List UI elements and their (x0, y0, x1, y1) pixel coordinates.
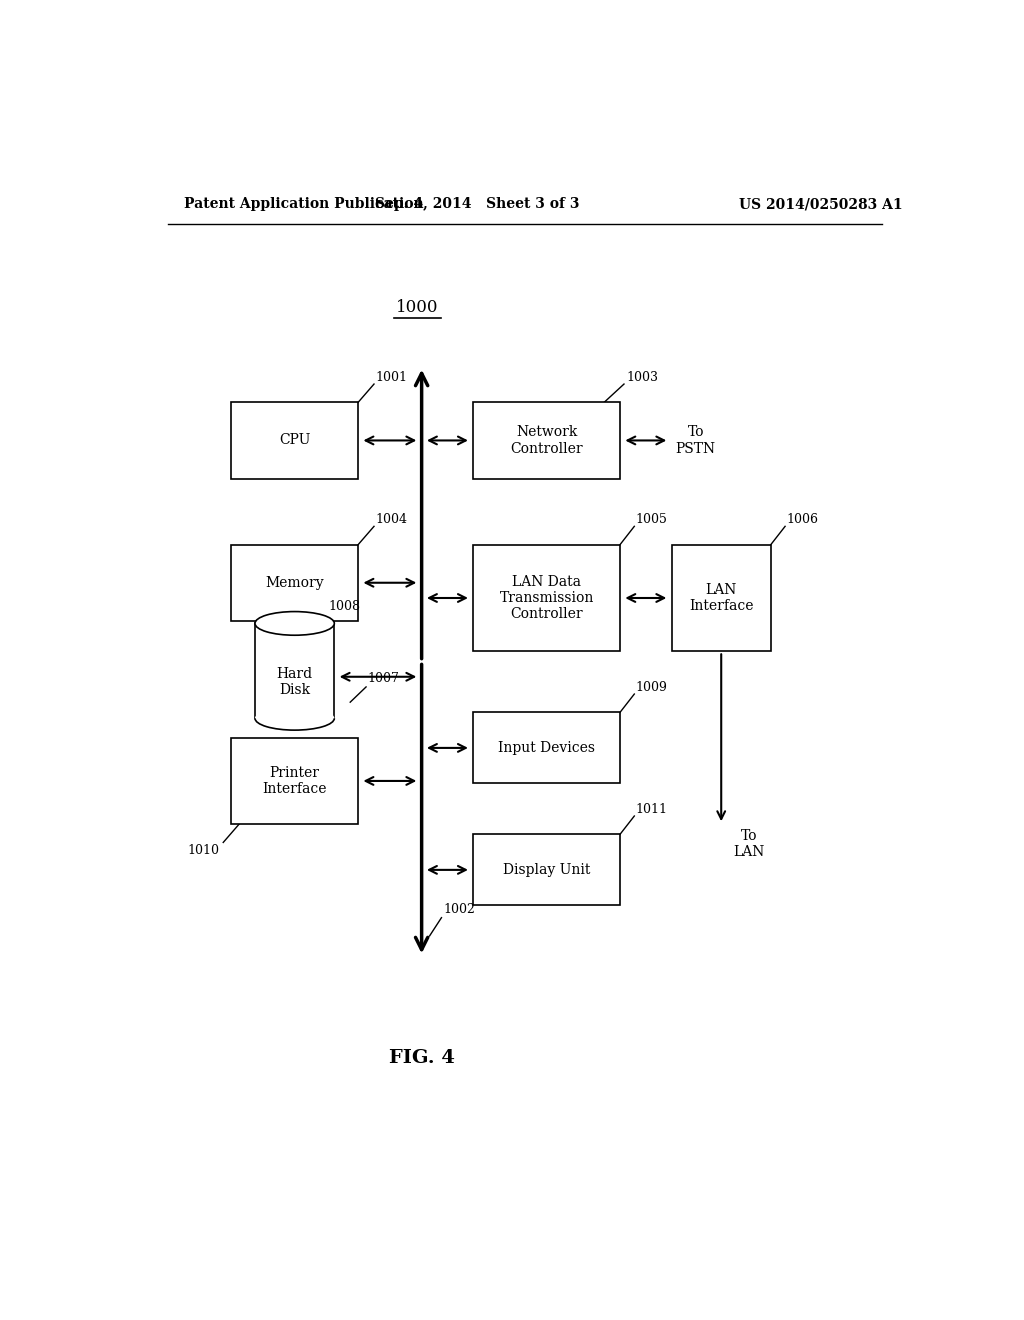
Text: 1011: 1011 (636, 803, 668, 816)
Text: Hard
Disk: Hard Disk (276, 667, 312, 697)
Text: CPU: CPU (279, 433, 310, 447)
Text: 1003: 1003 (627, 371, 658, 384)
Text: Patent Application Publication: Patent Application Publication (183, 197, 423, 211)
Text: Network
Controller: Network Controller (510, 425, 583, 455)
Text: 1006: 1006 (786, 513, 819, 527)
Text: LAN
Interface: LAN Interface (689, 583, 754, 612)
Ellipse shape (255, 706, 334, 730)
FancyBboxPatch shape (473, 545, 620, 651)
Text: Display Unit: Display Unit (503, 863, 590, 876)
Text: To
LAN: To LAN (733, 829, 765, 859)
Text: LAN Data
Transmission
Controller: LAN Data Transmission Controller (500, 574, 594, 622)
FancyBboxPatch shape (231, 545, 358, 620)
Text: To
PSTN: To PSTN (676, 425, 716, 455)
Text: US 2014/0250283 A1: US 2014/0250283 A1 (739, 197, 903, 211)
Text: 1009: 1009 (636, 681, 668, 694)
Text: 1001: 1001 (376, 371, 408, 384)
Text: Sep. 4, 2014   Sheet 3 of 3: Sep. 4, 2014 Sheet 3 of 3 (375, 197, 580, 211)
Text: 1010: 1010 (187, 845, 219, 858)
FancyBboxPatch shape (473, 834, 620, 906)
Text: 1005: 1005 (636, 513, 668, 527)
Text: 1004: 1004 (376, 513, 408, 527)
Text: 1007: 1007 (368, 672, 399, 685)
Text: 1008: 1008 (328, 601, 360, 614)
FancyBboxPatch shape (231, 403, 358, 479)
FancyBboxPatch shape (473, 713, 620, 784)
Text: Input Devices: Input Devices (498, 741, 595, 755)
FancyBboxPatch shape (672, 545, 771, 651)
Text: 1002: 1002 (443, 903, 475, 916)
FancyBboxPatch shape (255, 623, 334, 718)
Text: Memory: Memory (265, 576, 324, 590)
FancyBboxPatch shape (231, 738, 358, 824)
FancyBboxPatch shape (473, 403, 620, 479)
Ellipse shape (255, 611, 334, 635)
Text: 1000: 1000 (396, 298, 439, 315)
Text: FIG. 4: FIG. 4 (389, 1049, 455, 1067)
Text: Printer
Interface: Printer Interface (262, 766, 327, 796)
